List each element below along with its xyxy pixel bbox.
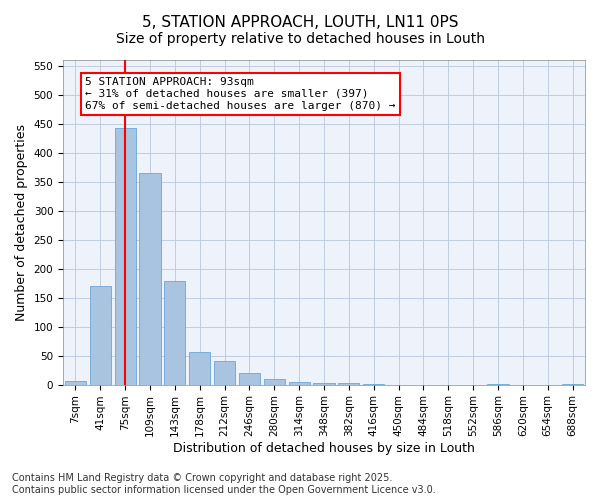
Y-axis label: Number of detached properties: Number of detached properties [15,124,28,321]
Text: Size of property relative to detached houses in Louth: Size of property relative to detached ho… [115,32,485,46]
Bar [90,286,111,384]
Bar [164,282,185,385]
Bar [65,380,86,384]
Text: 5 STATION APPROACH: 93sqm
← 31% of detached houses are smaller (397)
67% of semi: 5 STATION APPROACH: 93sqm ← 31% of detac… [85,78,396,110]
Bar [189,352,210,384]
Bar [264,379,285,384]
Bar [289,382,310,384]
Bar [139,173,161,384]
Bar [115,128,136,384]
X-axis label: Distribution of detached houses by size in Louth: Distribution of detached houses by size … [173,442,475,455]
Text: 5, STATION APPROACH, LOUTH, LN11 0PS: 5, STATION APPROACH, LOUTH, LN11 0PS [142,15,458,30]
Bar [214,362,235,384]
Bar [239,373,260,384]
Text: Contains HM Land Registry data © Crown copyright and database right 2025.
Contai: Contains HM Land Registry data © Crown c… [12,474,436,495]
